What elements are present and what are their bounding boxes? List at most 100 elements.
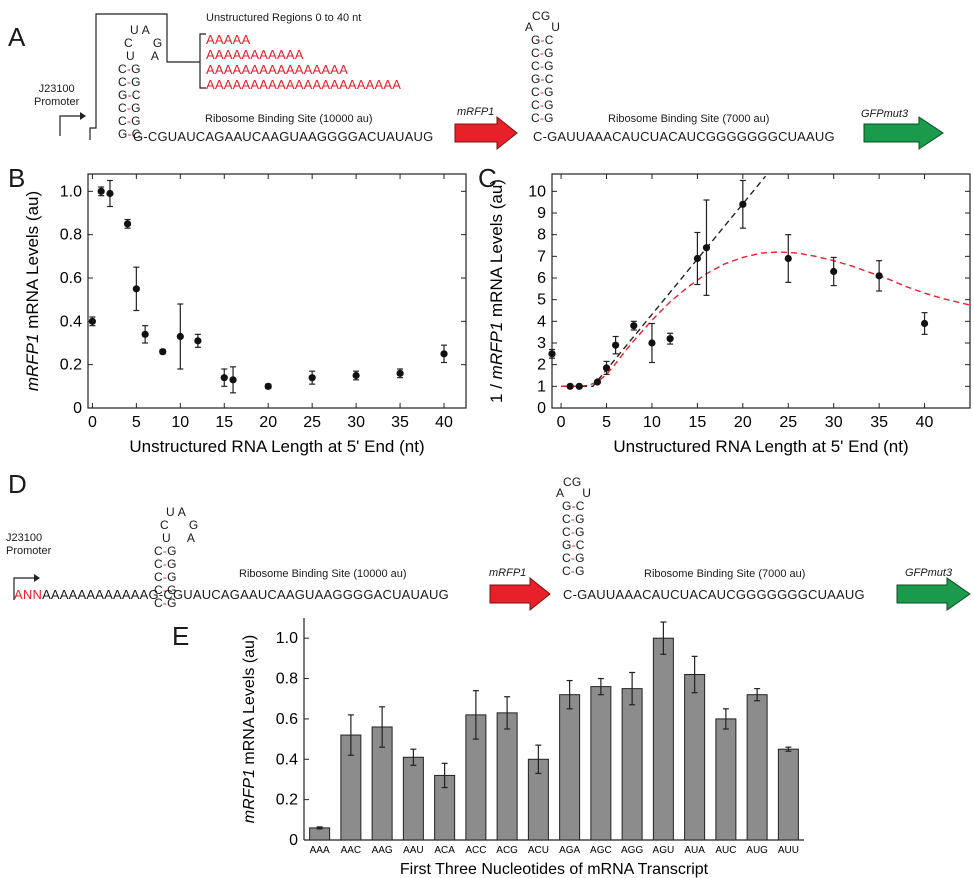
data-point [123, 220, 132, 228]
plot-frame [551, 173, 971, 409]
unstructured-seq-4: AAAAAAAAAAAAAAAAAAAAAA [206, 77, 402, 92]
y-tick-label: 9 [537, 205, 546, 222]
bar [590, 686, 612, 841]
category-label: ACA [434, 845, 455, 856]
data-point [396, 369, 404, 377]
chart-b: 0 5 10 15 20 25 30 35 40 0 0.2 0.4 0.6 0.8 1.0 Unstruct… [23, 173, 467, 456]
hairpin-1-a: U A C G U A C-G C-G G-C C-G C-G G-C [118, 24, 162, 141]
y-tick-label: 0.8 [276, 671, 298, 688]
stem-pair: C-G [118, 62, 141, 76]
bar [621, 688, 643, 841]
data-point [352, 371, 360, 380]
chart-c: 0 5 10 15 20 25 30 35 40 0 1 2 3 4 5 6 7 8 9 10 Unstructured… [487, 173, 971, 456]
rbs1-label-a: Ribosome Binding Site (10000 au) [205, 113, 373, 125]
stem-pair: C-G [531, 59, 554, 73]
panel-letter-e: E [172, 621, 190, 651]
data-point [702, 244, 711, 252]
panel-letter-d: D [8, 469, 27, 499]
bar [652, 637, 674, 841]
mrfp1-label-a: mRFP1 [457, 106, 495, 118]
promoter-word-a: Promoter [34, 96, 80, 108]
stem-pair: C-G [531, 85, 554, 99]
x-tick-label: 35 [870, 414, 888, 431]
lead-rest-d: AAAAAAAAAAAAG [42, 587, 159, 602]
y-tick-label: 0.6 [60, 270, 82, 287]
lead-sequence-d: ANNAAAAAAAAAAAAG-CGUAUCAGAAUCAAGUAAGGGGA… [14, 587, 449, 602]
category-label: AGU [653, 845, 675, 856]
bracket-connector-a [89, 13, 200, 140]
stem-pair: C-G [118, 101, 141, 115]
rbs2-junction-d: C- [563, 587, 578, 602]
data-point [566, 382, 574, 390]
category-label: AUC [715, 845, 736, 856]
category-label: AAG [372, 845, 393, 856]
y-tick-label: 0 [289, 832, 298, 849]
curve-fit-line [561, 251, 971, 388]
y-tick-label: 0.2 [60, 357, 82, 374]
rbs2-seq-text-d: GAUUAAACAUCUACAUCGGGGGGGCUAAUG [577, 587, 865, 602]
data-point [194, 337, 202, 345]
x-tick-label: 0 [88, 414, 97, 431]
data-point [630, 322, 638, 330]
y-tick-label: 0.4 [276, 751, 298, 768]
category-label: AGA [559, 845, 580, 856]
y-axis-label: 1 / mRFP1 mRNA Levels (au) [487, 179, 506, 403]
data-point [784, 254, 792, 263]
stem-pair: C-G [562, 512, 585, 526]
rbs1-seq-text-d: CGUAUCAGAAUCAAGUAAGGGGACUAUAUG [163, 587, 449, 602]
gfp-gene-arrow-d [896, 577, 971, 611]
stem-pair: G-C [562, 538, 585, 552]
y-tick-label: 1.0 [276, 630, 298, 647]
unstructured-seq-1: AAAAA [206, 32, 251, 47]
y-tick-label: 0 [537, 400, 546, 417]
category-label: AGC [590, 845, 612, 856]
unstructured-seq-2: AAAAAAAAAAA [206, 47, 304, 62]
x-tick-label: 10 [171, 414, 189, 431]
loop-top: CG [563, 475, 582, 489]
stem-pair: C-G [154, 596, 177, 610]
x-tick-label: 25 [779, 414, 797, 431]
y-tick-label: 4 [537, 313, 546, 330]
x-tick-label: 15 [688, 414, 706, 431]
stem-pair: C-G [531, 46, 554, 60]
bar [777, 748, 799, 841]
data-point [593, 378, 602, 386]
rbs1-seq-text-a: GUAUCAGAAUCAAGUAAGGGGACUAUAUG [157, 129, 434, 144]
stem-pair: C-G [531, 98, 554, 112]
x-tick-label: 20 [734, 414, 752, 431]
bar [684, 674, 706, 841]
rbs2-label-a: Ribosome Binding Site (7000 au) [608, 113, 770, 125]
promoter-arrowhead-d [34, 574, 40, 582]
y-tick-label: 1 [537, 378, 546, 395]
x-axis-label: Unstructured RNA Length at 5' End (nt) [613, 437, 908, 456]
data-point [176, 332, 184, 341]
promoter-name-d: J23100 [6, 532, 43, 544]
x-tick-label: 40 [916, 414, 934, 431]
bar [746, 694, 768, 841]
x-tick-label: 25 [303, 414, 321, 431]
category-label: AUU [778, 845, 799, 856]
stem-pair: C-G [118, 114, 141, 128]
promoter-label-a: J23100 Promoter [34, 83, 79, 109]
stem-pair: C-G [562, 551, 585, 565]
data-point [106, 189, 114, 198]
panel-letter-b: B [8, 163, 26, 193]
x-tick-label: 40 [435, 414, 453, 431]
data-point [548, 350, 556, 358]
stem-pair: C-G [118, 75, 141, 89]
promoter-arrow-a [59, 115, 80, 136]
unstructured-title: Unstructured Regions 0 to 40 nt [206, 12, 362, 24]
panel-letter-a: A [8, 22, 26, 52]
mrfp1-gene-arrow-d [489, 576, 551, 612]
category-label: AUG [746, 845, 768, 856]
data-point [920, 319, 929, 328]
panel-letter-c: C [478, 163, 497, 193]
stem-pair: C-G [154, 583, 177, 597]
promoter-name-a: J23100 [38, 83, 75, 95]
y-tick-label: 5 [537, 292, 546, 309]
data-point [693, 254, 701, 263]
data-point [141, 330, 149, 338]
